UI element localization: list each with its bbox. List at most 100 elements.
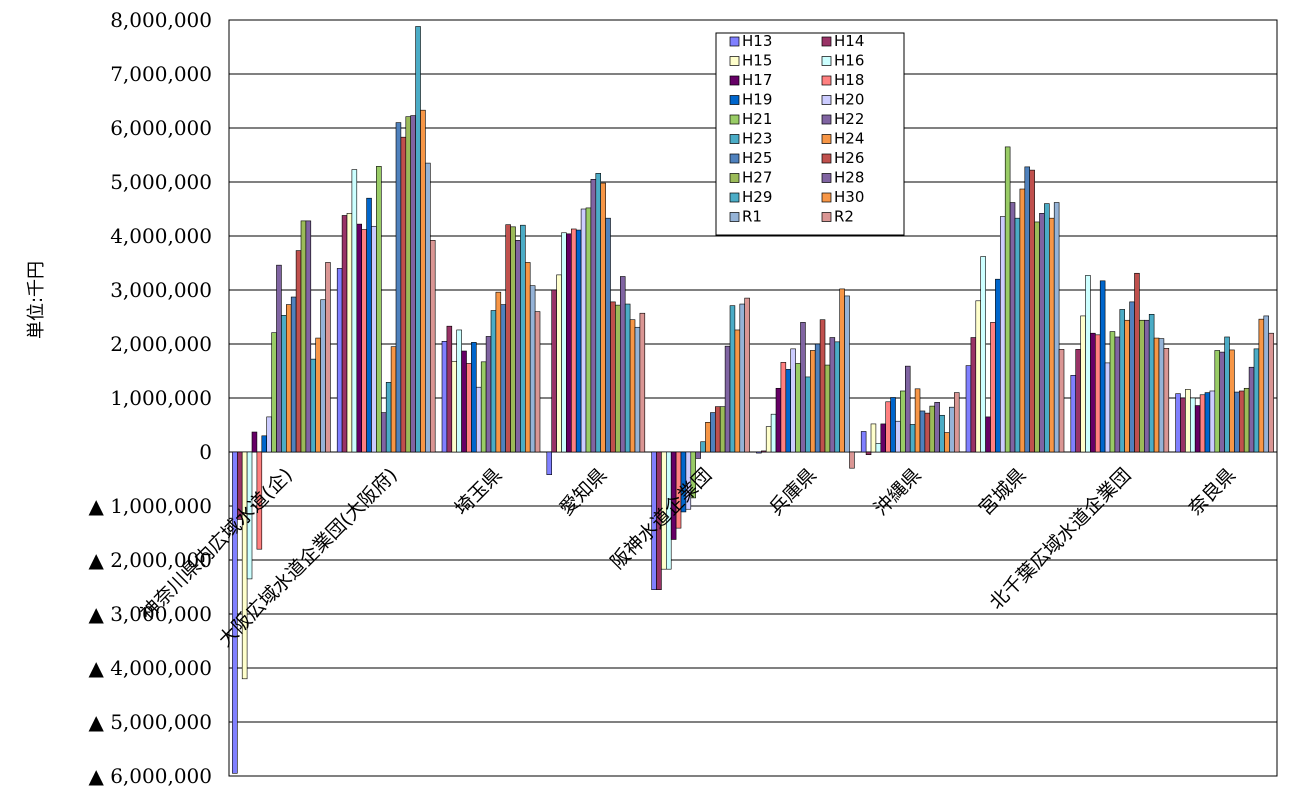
- bar-H17-5: [775, 387, 782, 453]
- bar-H21-6: [900, 390, 906, 453]
- bar-H13-3: [546, 451, 552, 475]
- bar-H16-5: [770, 413, 777, 453]
- bar-H16-1: [351, 169, 358, 453]
- legend-item-H28: H28: [834, 169, 864, 187]
- bar-H25-5: [814, 343, 821, 453]
- bar-H26-8: [1134, 272, 1140, 453]
- bar-H27-8: [1139, 319, 1145, 453]
- bar-H26-4: [714, 406, 721, 453]
- bar-H20-5: [790, 348, 796, 453]
- y-tick-label: ▲ 1,000,000: [88, 494, 212, 518]
- bar-H30-6: [944, 432, 950, 453]
- bar-H23-2: [490, 310, 497, 453]
- bar-H21-8: [1109, 331, 1116, 453]
- legend-item-H18: H18: [834, 71, 864, 89]
- y-tick-label: 1,000,000: [110, 386, 212, 410]
- bars-group: [232, 26, 1274, 774]
- bar-H30-3: [629, 319, 636, 453]
- bar-H24-7: [1019, 188, 1026, 453]
- y-tick-label: ▲ 3,000,000: [88, 602, 212, 626]
- legend-item-H14: H14: [834, 32, 864, 50]
- bar-H23-9: [1224, 336, 1230, 453]
- bar-H23-4: [700, 441, 706, 453]
- bar-H14-3: [551, 289, 557, 453]
- legend-swatch: [821, 153, 832, 164]
- bar-H19-3: [575, 229, 582, 453]
- bar-H25-3: [605, 217, 611, 453]
- bar-H19-0: [261, 435, 267, 453]
- bar-R2-8: [1163, 348, 1170, 453]
- bar-H13-7: [965, 365, 972, 453]
- bar-R1-0: [320, 299, 326, 453]
- y-tick-label: 3,000,000: [110, 278, 212, 302]
- bar-H20-9: [1209, 390, 1216, 453]
- bar-H15-3: [556, 274, 562, 453]
- bar-H29-1: [415, 26, 421, 453]
- bar-H19-5: [785, 369, 791, 453]
- legend-swatch: [821, 56, 832, 66]
- bar-H16-8: [1085, 275, 1091, 453]
- bar-H25-9: [1234, 391, 1240, 453]
- bar-R1-5: [844, 295, 850, 453]
- bar-H30-2: [524, 262, 531, 453]
- bar-H13-1: [336, 268, 343, 453]
- legend-swatch: [821, 95, 832, 105]
- bar-H25-7: [1024, 166, 1031, 453]
- bar-H28-8: [1144, 319, 1150, 453]
- bar-H23-0: [281, 315, 287, 453]
- bar-H18-0: [256, 451, 263, 550]
- bar-R2-9: [1268, 332, 1274, 453]
- bar-H26-6: [924, 412, 931, 453]
- legend-box: [715, 32, 905, 236]
- bar-H29-7: [1044, 203, 1050, 453]
- bar-H28-5: [829, 337, 836, 453]
- legend-swatch: [821, 212, 832, 222]
- bar-H23-3: [595, 173, 601, 453]
- bar-R1-1: [425, 162, 431, 453]
- bar-H24-2: [495, 291, 502, 453]
- legend-swatch: [821, 173, 832, 183]
- legend-swatch: [821, 134, 832, 144]
- bar-H28-3: [619, 276, 626, 453]
- bar-H30-9: [1258, 318, 1265, 453]
- legend-item-H25: H25: [742, 149, 772, 167]
- bar-H28-6: [934, 402, 940, 453]
- bar-H27-5: [824, 364, 831, 453]
- bar-H27-9: [1243, 387, 1250, 453]
- legend-swatch: [729, 114, 740, 125]
- plot-area-frame: [228, 19, 1278, 777]
- y-tick-label: 0: [199, 440, 212, 464]
- bar-H26-0: [295, 250, 302, 453]
- bar-H20-7: [999, 216, 1006, 453]
- legend-swatch: [729, 56, 740, 66]
- bar-H22-2: [485, 336, 492, 453]
- bar-H22-7: [1009, 202, 1016, 453]
- bar-H21-9: [1214, 350, 1221, 453]
- bar-H16-9: [1190, 397, 1196, 453]
- bar-H14-8: [1075, 349, 1081, 453]
- bar-R2-6: [953, 392, 960, 453]
- bar-H18-7: [990, 322, 996, 453]
- bar-H29-6: [939, 414, 945, 453]
- legend-item-H20: H20: [834, 91, 864, 109]
- legend-item-H19: H19: [742, 91, 772, 109]
- bar-H15-9: [1185, 389, 1191, 453]
- bar-H27-2: [510, 226, 516, 453]
- bar-H26-3: [610, 301, 616, 453]
- bar-H23-6: [909, 424, 916, 453]
- y-tick-label: ▲ 5,000,000: [88, 710, 212, 734]
- y-axis-label: 単位:千円: [26, 261, 47, 339]
- bar-H22-1: [380, 412, 387, 453]
- bar-H17-3: [566, 233, 572, 453]
- bar-H24-3: [600, 182, 606, 453]
- bar-H16-2: [456, 329, 462, 453]
- bar-H30-1: [420, 109, 426, 453]
- y-tick-label: 2,000,000: [110, 332, 212, 356]
- legend-item-H23: H23: [742, 130, 772, 148]
- bar-H28-9: [1248, 366, 1255, 453]
- bar-H21-1: [376, 166, 382, 453]
- bar-H22-4: [695, 451, 701, 459]
- bar-H18-1: [361, 229, 367, 453]
- bar-H29-2: [520, 224, 526, 453]
- bar-H30-0: [315, 337, 321, 453]
